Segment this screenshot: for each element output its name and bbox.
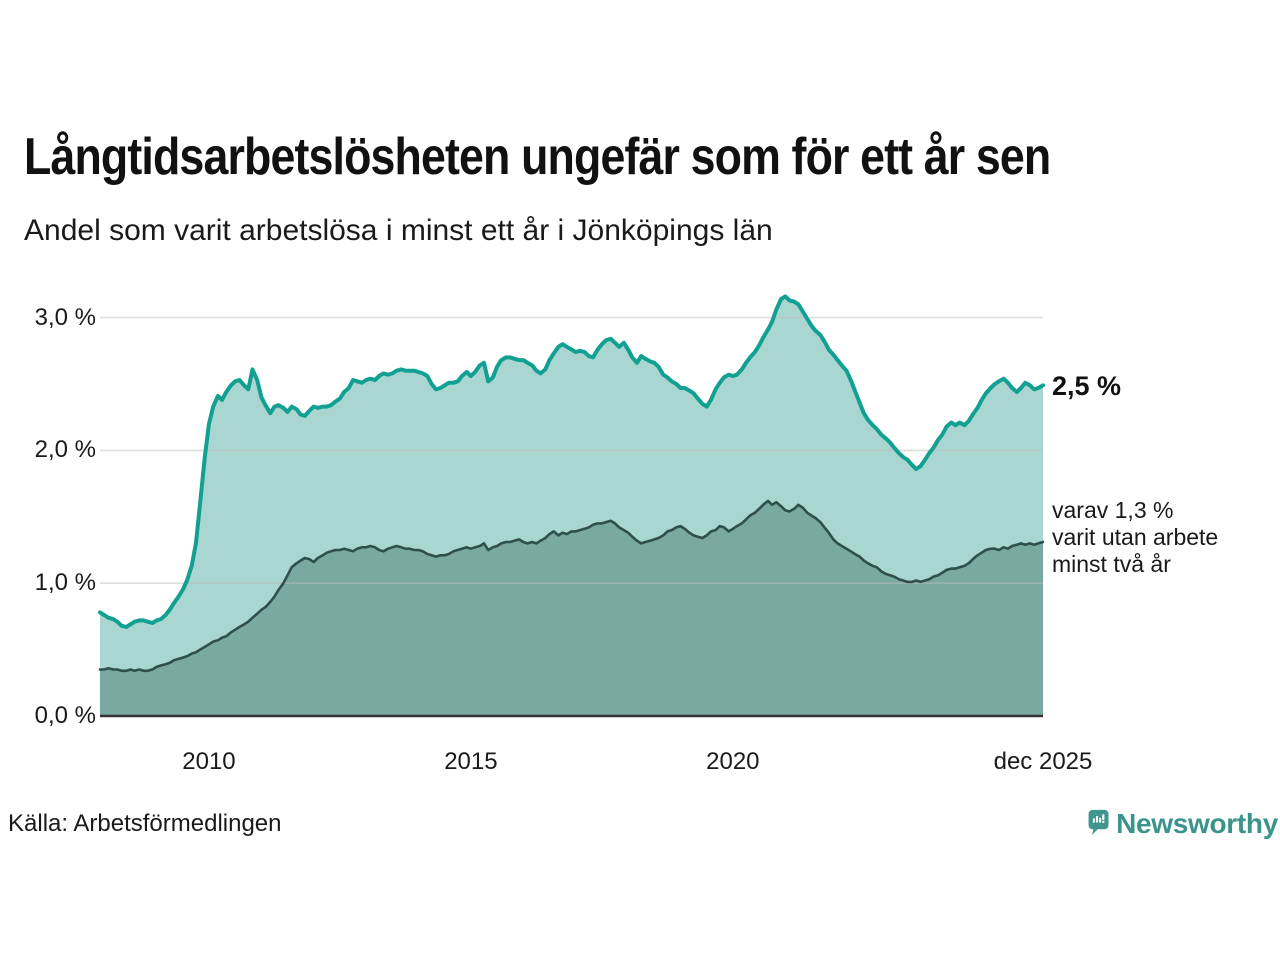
- annotation-two-year-share: varav 1,3 % varit utan arbete minst två …: [1052, 497, 1218, 578]
- gridlines: [100, 316, 1043, 585]
- y-tick-label: 0,0 %: [34, 702, 96, 729]
- x-tick-label: dec 2025: [993, 748, 1093, 775]
- series-line-two-years: [98, 499, 1045, 673]
- newsworthy-logo-text: Newsworthy: [1116, 808, 1278, 839]
- annotation-latest-value: 2,5 %: [1052, 371, 1122, 401]
- x-tick-label: 2010: [182, 748, 236, 775]
- annotation-line: minst två år: [1052, 551, 1171, 577]
- x-tick-label: 2020: [706, 748, 760, 775]
- y-tick-label: 2,0 %: [34, 436, 96, 464]
- x-tick-label: 2015: [444, 748, 498, 775]
- annotation-line: varit utan arbete: [1052, 524, 1219, 550]
- newsworthy-pin-barchart-icon: [1088, 809, 1109, 835]
- series-line-one-year: [98, 294, 1045, 629]
- newsworthy-logo[interactable]: Newsworthy: [1088, 799, 1278, 849]
- page-subtitle: Andel som varit arbetslösa i minst ett å…: [24, 214, 773, 247]
- y-tick-label: 1,0 %: [34, 569, 96, 597]
- page-title: Långtidsarbetslösheten ungefär som för e…: [24, 128, 1051, 186]
- area-unemployed-two-years: [100, 500, 1043, 716]
- y-tick-label: 3,0 %: [34, 303, 96, 331]
- source-note: Källa: Arbetsförmedlingen: [8, 810, 282, 837]
- annotation-line: varav 1,3 %: [1052, 497, 1174, 523]
